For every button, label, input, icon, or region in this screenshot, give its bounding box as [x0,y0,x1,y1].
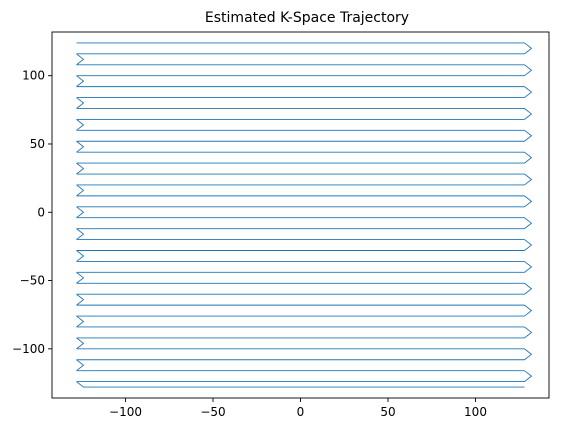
trajectory-blip [524,217,533,230]
trajectory-blip [76,381,84,388]
x-tick-label: 0 [297,405,305,419]
y-tick-label: −50 [20,274,45,288]
trajectory-blip [524,239,533,251]
trajectory-blip [76,53,85,66]
trajectory-blip [76,119,85,131]
trajectory-blip [524,86,533,98]
x-axis: −100 −50 0 50 100 [109,398,487,419]
y-tick-label: 100 [22,69,45,83]
trajectory-blip [524,348,533,361]
trajectory-blip [524,129,533,142]
trajectory-blip [524,261,533,273]
trajectory-series [76,42,533,388]
x-tick-label: −50 [200,405,225,419]
x-tick-label: −100 [109,405,142,419]
trajectory-blip [524,173,533,186]
trajectory-blip [524,370,533,382]
trajectory-blip [76,337,85,350]
trajectory-blip [76,162,85,175]
trajectory-blip [76,184,85,197]
trajectory-blip [76,206,85,219]
trajectory-blip [76,359,85,372]
y-axis: −100 −50 0 50 100 [12,69,52,356]
trajectory-blip [524,326,533,339]
chart-title: Estimated K-Space Trajectory [205,10,409,26]
trajectory-blip [524,304,533,317]
trajectory-blip [76,228,85,240]
trajectory-blip [524,195,533,208]
trajectory-blip [524,42,533,55]
trajectory-blip [76,315,85,328]
y-tick-label: 50 [30,137,45,151]
trajectory-blip [524,151,533,164]
y-tick-label: 0 [37,205,45,219]
trajectory-blip [524,282,533,295]
trajectory-blip [76,250,85,262]
trajectory-blip [76,272,85,284]
trajectory-blip [76,97,85,109]
trajectory-blip [76,75,85,87]
trajectory-blip [76,293,85,306]
trajectory-blip [524,64,533,77]
x-tick-label: 100 [464,405,487,419]
x-tick-label: 50 [380,405,395,419]
y-tick-label: −100 [12,342,45,356]
trajectory-blip [524,108,533,120]
trajectory-blip [76,140,85,153]
